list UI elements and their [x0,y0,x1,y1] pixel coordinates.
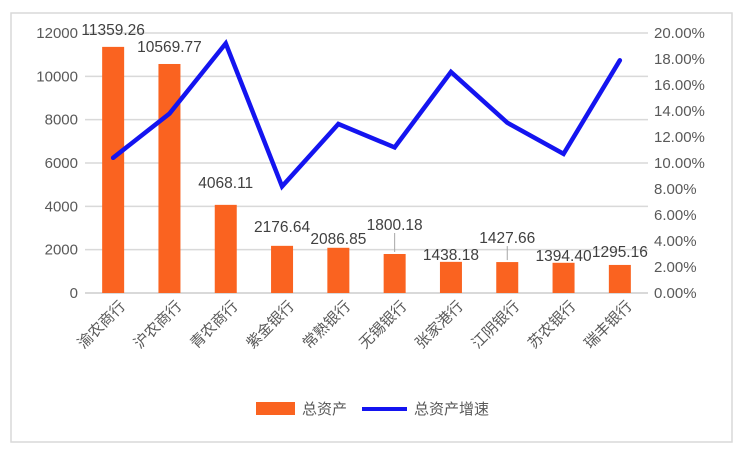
chart-border [10,12,733,443]
legend-item-total-assets: 总资产 [255,398,347,419]
right-axis-tick: 12.00% [654,129,705,146]
bar-total-assets [158,63,181,294]
bar-total-assets [383,253,406,293]
bar-total-assets [439,261,462,293]
category-label: 无锡银行 [356,298,410,352]
legend-line-swatch [362,406,407,411]
bar-data-label: 4068.11 [198,175,253,192]
category-label: 江阴银行 [469,298,523,352]
right-axis-tick: 20.00% [654,25,705,42]
category-label: 瑞丰银行 [581,298,635,352]
bar-total-assets [271,245,294,293]
bar-data-label: 1427.66 [479,230,535,247]
bar-data-label: 1295.16 [592,244,648,261]
right-axis-tick: 16.00% [654,77,705,94]
category-label: 渝农商行 [75,298,129,352]
left-axis-tick: 2000 [45,242,78,259]
legend-item-growth-rate: 总资产增速 [362,398,489,419]
bar-total-assets [327,247,350,293]
right-axis-tick: 8.00% [654,181,697,198]
left-axis-tick: 4000 [45,198,78,215]
bar-total-assets [552,262,575,293]
right-axis-tick: 0.00% [654,285,697,302]
bar-data-label: 2086.85 [310,231,366,248]
right-axis-tick: 6.00% [654,207,697,224]
right-axis-tick: 10.00% [654,155,705,172]
bar-data-label: 10569.77 [137,39,202,56]
bar-data-label: 11359.26 [81,22,145,39]
legend: 总资产 总资产增速 [0,398,745,419]
category-label: 常熟银行 [300,298,354,352]
right-axis-tick: 4.00% [654,233,697,250]
right-axis-tick: 14.00% [654,103,705,120]
bar-data-label: 1394.40 [536,248,592,265]
right-axis-tick: 18.00% [654,51,705,68]
growth-rate-line [110,38,623,191]
legend-label-growth-rate: 总资产增速 [414,401,490,418]
left-axis-tick: 12000 [36,25,78,42]
category-label: 张家港行 [412,298,466,352]
bar-total-assets [102,46,125,293]
legend-bar-swatch [255,402,295,415]
bar-data-label: 1800.18 [367,217,423,234]
right-axis-tick: 2.00% [654,259,697,276]
left-axis-tick: 8000 [45,112,78,129]
legend-label-total-assets: 总资产 [301,401,347,418]
bar-total-assets [608,264,631,293]
bar-total-assets [214,204,237,293]
category-label: 紫金银行 [243,298,297,352]
left-axis-tick: 10000 [36,68,78,85]
bar-total-assets [496,262,519,293]
left-axis-tick: 0 [70,285,78,302]
category-label: 苏农银行 [525,298,579,352]
left-axis-tick: 6000 [45,155,78,172]
category-label: 青农商行 [187,298,241,352]
bar-data-label: 1438.18 [423,247,479,264]
bar-data-label: 2176.64 [254,219,310,236]
category-label: 沪农商行 [131,298,185,352]
